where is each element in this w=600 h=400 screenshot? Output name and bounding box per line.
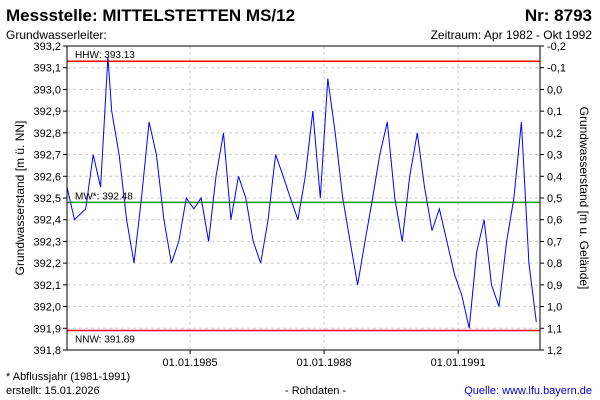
y-tick-label: 393,1 — [33, 63, 61, 75]
reference-line-label: MW*: 392.48 — [75, 191, 133, 202]
y-tick-label: 392,7 — [33, 150, 61, 162]
y-tick-label: 393,0 — [33, 84, 61, 96]
source-link[interactable]: Quelle: www.lfu.bayern.de — [464, 385, 592, 397]
y-tick-label: 392,6 — [33, 171, 61, 183]
y2-tick-label: 1,0 — [547, 302, 562, 314]
y2-tick-label: 0,7 — [547, 236, 562, 248]
y-tick-label: 393,2 — [33, 41, 61, 53]
y2-tick-label: 0,1 — [547, 106, 562, 118]
y2-tick-label: -0,2 — [547, 41, 566, 53]
page-title: Messstelle: MITTELSTETTEN MS/12 — [6, 6, 296, 25]
y-tick-label: 391,8 — [33, 345, 61, 357]
series-line — [66, 56, 537, 329]
y-tick-label: 392,9 — [33, 106, 61, 118]
y2-tick-label: 0,4 — [547, 171, 562, 183]
y-tick-label: 392,8 — [33, 128, 61, 140]
created-date: erstellt: 15.01.2026 — [6, 385, 100, 397]
y2-tick-label: -0,1 — [547, 63, 566, 75]
y2-tick-label: 0,3 — [547, 150, 562, 162]
y-tick-label: 391,9 — [33, 323, 61, 335]
y-axis-label: Grundwasserstand [m ü. NN] — [13, 121, 27, 276]
y-tick-label: 392,5 — [33, 193, 61, 205]
y2-tick-label: 1,1 — [547, 323, 562, 335]
y-tick-label: 392,3 — [33, 236, 61, 248]
x-tick-label: 01.01.1991 — [431, 357, 486, 369]
y-tick-label: 392,0 — [33, 302, 61, 314]
y2-tick-label: 0,2 — [547, 128, 562, 140]
reference-line-label: NNW: 391.89 — [75, 334, 135, 345]
reference-line-label: HHW: 393.13 — [75, 50, 135, 61]
y2-tick-label: 0,5 — [547, 193, 562, 205]
station-number: Nr: 8793 — [524, 6, 592, 25]
y2-axis-ticks: 1,2 1,1 1,0 0,9 0,8 0,7 0,6 0,5 0,4 0,3 0,2 0,1 0,0 -… — [540, 41, 566, 357]
y-axis-ticks: 391,8 391,9 392,0 392,1 392,2 392,3 392,4 392,5… — [33, 41, 67, 357]
period-label: Zeitraum: Apr 1982 - Okt 1992 — [430, 28, 592, 42]
grid — [67, 46, 540, 350]
x-tick-label: 01.01.1985 — [163, 357, 218, 369]
x-axis-ticks: 01.01.1985 01.01.1988 01.01.1991 — [163, 350, 486, 369]
y-tick-label: 392,1 — [33, 280, 61, 292]
y2-tick-label: 0,9 — [547, 280, 562, 292]
x-tick-label: 01.01.1988 — [297, 357, 352, 369]
y2-axis-label: Grundwasserstand [m u. Gelände] — [577, 107, 591, 290]
reference-lines: HHW: 393.13 MW*: 392.48 NNW: 391.89 — [67, 50, 540, 345]
y2-tick-label: 1,2 — [547, 345, 562, 357]
y-tick-label: 392,4 — [33, 215, 61, 227]
footnote: * Abflussjahr (1981-1991) — [6, 371, 131, 383]
y2-tick-label: 0,8 — [547, 258, 562, 270]
series-group — [66, 56, 537, 329]
y2-tick-label: 0,6 — [547, 215, 562, 227]
y-tick-label: 392,2 — [33, 258, 61, 270]
raw-data-label: - Rohdaten - — [285, 385, 347, 397]
y2-tick-label: 0,0 — [547, 84, 562, 96]
aquifer-label: Grundwasserleiter: — [6, 28, 107, 42]
